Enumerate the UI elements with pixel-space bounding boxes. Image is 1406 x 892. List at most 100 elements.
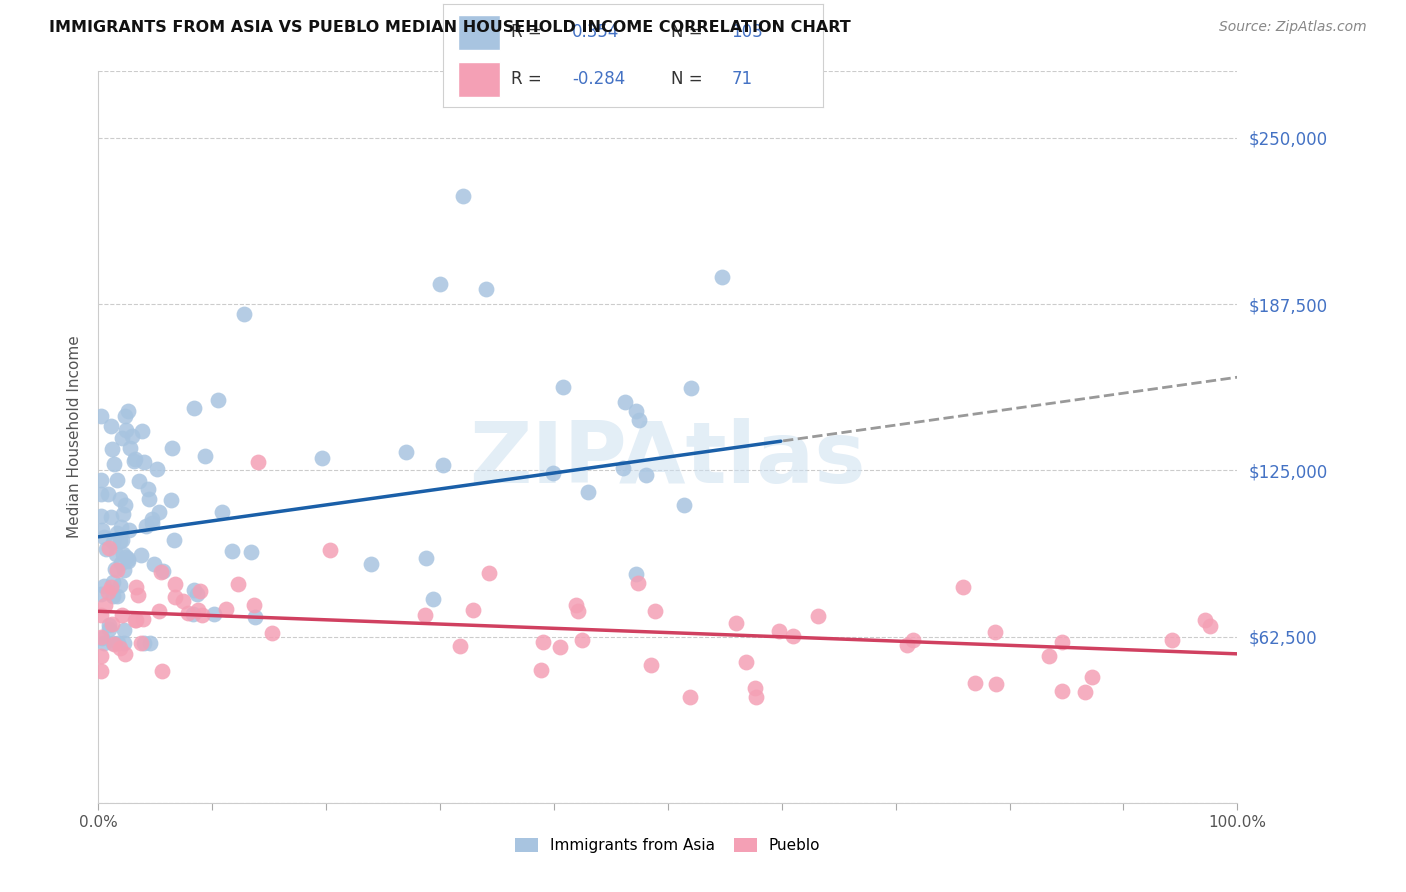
Point — [90, 509, 112, 524]
Point — [548, 640, 571, 655]
Point — [177, 606, 200, 620]
Point — [93, 579, 115, 593]
Point — [111, 533, 134, 547]
Point — [965, 676, 987, 690]
Point — [98, 618, 121, 632]
Point — [187, 603, 209, 617]
Point — [672, 498, 695, 512]
Point — [138, 636, 160, 650]
Point — [103, 637, 125, 651]
Point — [110, 520, 132, 534]
Point — [531, 634, 554, 648]
Point — [110, 578, 132, 592]
Point — [104, 562, 127, 576]
Point — [135, 519, 157, 533]
Point — [111, 607, 134, 622]
Point — [104, 547, 127, 561]
Point — [181, 607, 204, 621]
Point — [112, 507, 135, 521]
Point — [1161, 632, 1184, 647]
Point — [101, 442, 124, 456]
Point — [103, 457, 125, 471]
Point — [415, 551, 437, 566]
Point — [136, 482, 159, 496]
Point — [96, 541, 118, 556]
Point — [108, 534, 131, 549]
Point — [449, 639, 471, 653]
Point — [262, 626, 284, 640]
Point — [111, 431, 134, 445]
Point — [207, 393, 229, 408]
Point — [145, 462, 167, 476]
Point — [121, 429, 143, 443]
Point — [90, 486, 112, 500]
Point — [233, 307, 256, 321]
Point — [984, 624, 1007, 639]
Point — [97, 584, 120, 599]
Text: R =: R = — [512, 23, 541, 41]
Point — [125, 614, 148, 628]
Point — [744, 681, 766, 695]
Point — [105, 525, 128, 540]
Point — [1050, 635, 1073, 649]
Point — [1080, 669, 1102, 683]
Point — [165, 590, 187, 604]
Point — [100, 510, 122, 524]
Point — [183, 583, 205, 598]
Point — [567, 603, 589, 617]
Point — [128, 474, 150, 488]
Point — [110, 556, 132, 570]
Point — [103, 574, 125, 589]
Text: ZIPAtlas: ZIPAtlas — [470, 417, 866, 500]
Point — [125, 580, 148, 594]
Point — [124, 613, 146, 627]
Point — [90, 631, 112, 645]
Point — [107, 563, 129, 577]
Point — [108, 492, 131, 507]
Point — [311, 450, 333, 465]
Point — [97, 487, 120, 501]
Point — [90, 608, 112, 623]
Point — [530, 663, 553, 677]
Point — [432, 458, 454, 473]
Point — [768, 624, 790, 638]
Point — [226, 576, 249, 591]
Point — [105, 589, 128, 603]
Point — [90, 473, 112, 487]
Point — [202, 607, 225, 621]
Point — [120, 441, 142, 455]
Point — [551, 380, 574, 394]
Point — [576, 485, 599, 500]
Point — [124, 451, 146, 466]
Point — [160, 493, 183, 508]
Point — [239, 545, 262, 559]
Point — [612, 461, 634, 475]
Point — [724, 615, 747, 630]
Point — [148, 505, 170, 519]
Point — [90, 664, 112, 678]
Point — [101, 616, 124, 631]
Point — [107, 636, 129, 650]
Point — [90, 409, 112, 424]
Point — [395, 445, 418, 459]
Point — [360, 557, 382, 571]
Point — [131, 425, 153, 439]
Point — [114, 498, 136, 512]
Point — [474, 283, 496, 297]
Point — [429, 277, 451, 292]
Point — [149, 565, 172, 579]
Point — [112, 636, 135, 650]
Point — [903, 633, 925, 648]
Point — [100, 418, 122, 433]
Point — [1194, 613, 1216, 627]
Point — [640, 657, 662, 672]
Point — [162, 533, 184, 548]
Text: Source: ZipAtlas.com: Source: ZipAtlas.com — [1219, 20, 1367, 34]
Point — [172, 593, 194, 607]
Point — [114, 647, 136, 661]
Point — [101, 534, 124, 549]
Point — [478, 566, 501, 580]
FancyBboxPatch shape — [458, 62, 501, 96]
Point — [117, 404, 139, 418]
Point — [984, 676, 1007, 690]
